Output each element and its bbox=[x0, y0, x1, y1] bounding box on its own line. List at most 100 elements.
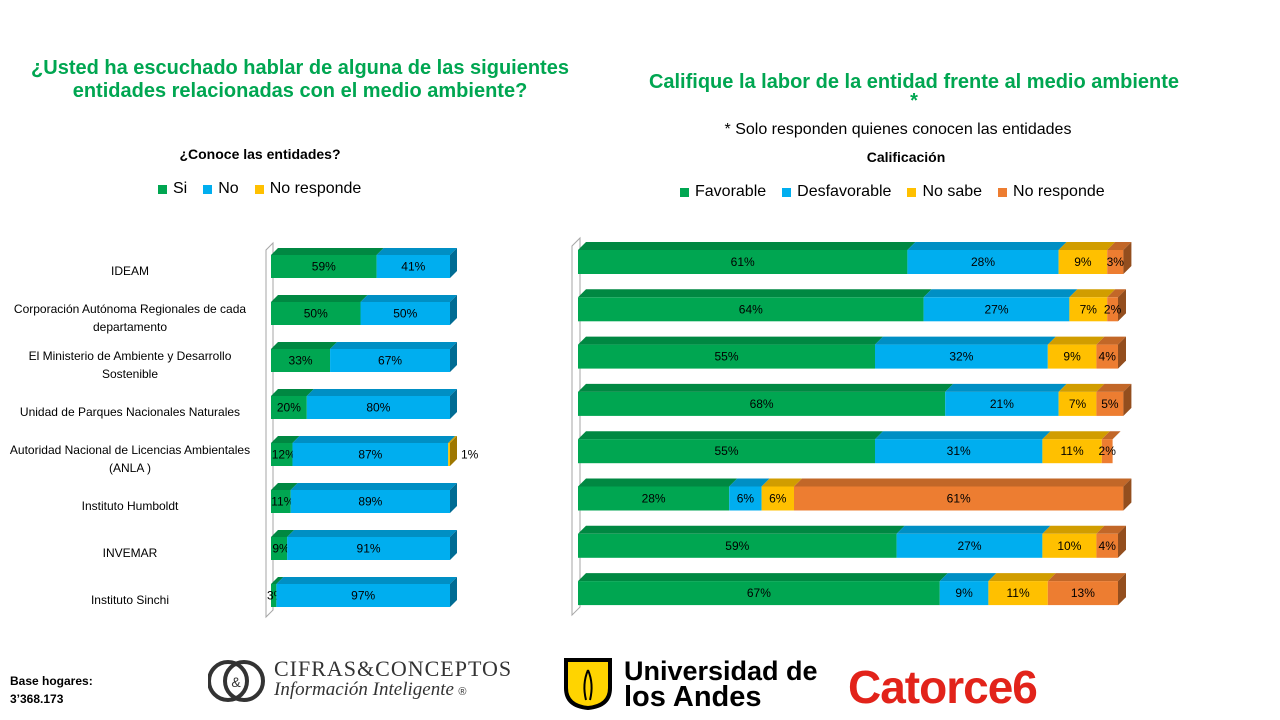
left-bar-top-8-2 bbox=[276, 577, 457, 584]
left-bar-top-2-1 bbox=[271, 295, 368, 302]
accent-stripe-green bbox=[1229, 0, 1280, 360]
left-data-label-1-2: 41% bbox=[401, 260, 425, 274]
left-chart-legend: Si No No responde bbox=[158, 180, 377, 198]
right-data-label-6-2: 6% bbox=[737, 492, 755, 506]
left-bar-top-8-1 bbox=[271, 577, 284, 584]
andes-line1: Universidad de bbox=[624, 656, 818, 686]
right-bar-1-1 bbox=[578, 250, 908, 274]
right-bar-6-4 bbox=[794, 486, 1124, 511]
right-data-label-3-1: 55% bbox=[714, 350, 738, 364]
right-bar-4-2 bbox=[945, 391, 1059, 416]
right-legend-label-2: Desfavorable bbox=[797, 183, 892, 200]
catorce6-logo: Catorce6 bbox=[848, 661, 1038, 713]
right-legend-label-3: No sabe bbox=[922, 183, 983, 200]
left-legend-label-2: No bbox=[218, 180, 239, 197]
right-bar-top-6-4 bbox=[794, 478, 1132, 487]
right-bar-2-4 bbox=[1107, 297, 1118, 322]
right-data-label-6-1: 28% bbox=[642, 492, 666, 506]
left-bar-1-2 bbox=[376, 255, 450, 278]
left-bar-top-5-1 bbox=[271, 436, 300, 443]
left-bar-top-2-2 bbox=[360, 295, 457, 302]
left-bar-side-7 bbox=[450, 530, 457, 560]
right-bar-row-8: 67% 9% 11% 13% bbox=[578, 573, 1126, 606]
right-legend-item-4: No responde bbox=[998, 183, 1105, 201]
right-legend-swatch-1 bbox=[680, 187, 689, 197]
right-chart-title: Calificación bbox=[866, 149, 946, 165]
left-bar-top-3-1 bbox=[271, 342, 338, 349]
right-data-label-5-3: 11% bbox=[1061, 444, 1084, 458]
right-bar-top-6-2 bbox=[729, 478, 770, 487]
andes-logo: Universidad de los Andes bbox=[560, 656, 830, 714]
left-data-label-3-1: 33% bbox=[289, 354, 313, 368]
category-label-1: IDEAM bbox=[110, 264, 149, 278]
left-legend-label-3: No responde bbox=[269, 180, 362, 197]
left-bar-5-3 bbox=[448, 443, 450, 466]
left-data-label-8-2: 97% bbox=[351, 589, 375, 603]
right-chart-legend: Favorable Desfavorable No sabe No responde bbox=[680, 183, 1121, 201]
left-data-label-2-1: 50% bbox=[304, 307, 328, 321]
left-title: ¿Usted ha escuchado hablar de alguna de … bbox=[31, 57, 569, 102]
left-bar-row-2: 50% 50% bbox=[271, 295, 457, 325]
right-bar-5-2 bbox=[875, 439, 1043, 464]
right-data-label-2-2: 27% bbox=[984, 302, 1008, 316]
right-bar-6-2 bbox=[729, 486, 762, 511]
right-bar-7-3 bbox=[1042, 533, 1097, 558]
left-bar-top-7-1 bbox=[271, 530, 295, 537]
right-bar-1-3 bbox=[1058, 250, 1108, 274]
right-bar-7-4 bbox=[1096, 533, 1118, 558]
right-bar-4-3 bbox=[1058, 391, 1097, 416]
right-bar-6-1 bbox=[578, 486, 730, 511]
left-bar-top-7-2 bbox=[287, 530, 457, 537]
right-bar-1-4 bbox=[1107, 250, 1124, 274]
left-data-label-2-2: 50% bbox=[393, 307, 417, 321]
left-bar-top-3-2 bbox=[330, 342, 457, 349]
right-bar-6-3 bbox=[761, 486, 794, 511]
left-bar-row-8: 3% 97% bbox=[267, 577, 457, 607]
right-data-label-4-2: 21% bbox=[990, 397, 1014, 411]
cifras-mark-symbol: & bbox=[231, 674, 241, 690]
left-bar-7-1 bbox=[271, 537, 288, 560]
left-bar-top-5-3 bbox=[448, 436, 457, 443]
right-bar-top-1-3 bbox=[1058, 242, 1116, 250]
cifras-sub: Información Inteligente bbox=[274, 679, 454, 700]
right-bar-row-1: 61% 28% 9% 3% bbox=[578, 242, 1132, 274]
left-bar-row-1: 59% 41% bbox=[271, 248, 457, 278]
right-data-label-7-4: 4% bbox=[1099, 539, 1117, 553]
left-data-label-7-2: 91% bbox=[357, 542, 381, 556]
right-data-label-3-2: 32% bbox=[949, 350, 973, 364]
right-bar-4-4 bbox=[1096, 391, 1124, 416]
left-bar-top-1-1 bbox=[271, 248, 384, 255]
right-bar-top-8-4 bbox=[1047, 573, 1126, 582]
left-bar-row-4: 20% 80% bbox=[271, 389, 457, 419]
right-bar-top-7-4 bbox=[1096, 525, 1126, 534]
left-data-label-6-1: 11% bbox=[271, 495, 294, 509]
cifras-conceptos-logo: & CIFRAS&CONCEPTOS Información Inteligen… bbox=[208, 655, 538, 707]
left-bar-6-1 bbox=[271, 490, 291, 513]
left-axis-wall bbox=[265, 241, 274, 619]
left-bar-side-5 bbox=[450, 436, 457, 466]
category-label-3: El Ministerio de Ambiente y Desarrollo S… bbox=[28, 349, 232, 381]
left-legend-label-1: Si bbox=[173, 180, 188, 197]
right-data-label-3-4: 4% bbox=[1099, 350, 1117, 364]
left-bar-side-6 bbox=[450, 483, 457, 513]
right-data-label-5-2: 31% bbox=[947, 444, 971, 458]
left-bar-5-2 bbox=[292, 443, 449, 466]
right-bar-top-8-2 bbox=[939, 573, 997, 582]
category-label-7: INVEMAR bbox=[102, 546, 158, 560]
right-bar-top-4-4 bbox=[1096, 383, 1132, 392]
right-bar-row-5: 55% 31% 11% 2% bbox=[578, 431, 1121, 464]
right-bar-side-7 bbox=[1118, 525, 1126, 558]
right-bar-top-6-3 bbox=[761, 478, 802, 487]
right-bar-top-8-3 bbox=[988, 573, 1056, 582]
right-data-label-1-3: 9% bbox=[1074, 255, 1092, 269]
right-bar-4-1 bbox=[578, 391, 946, 416]
right-bar-row-3: 55% 32% 9% 4% bbox=[578, 336, 1126, 369]
right-bar-8-3 bbox=[988, 581, 1048, 606]
category-label-5: Autoridad Nacional de Licencias Ambienta… bbox=[9, 443, 251, 475]
left-bar-side-1 bbox=[450, 248, 457, 278]
right-legend-swatch-3 bbox=[907, 187, 917, 197]
left-bar-row-3: 33% 67% bbox=[271, 342, 457, 372]
left-bar-8-1 bbox=[271, 584, 277, 607]
right-bar-top-3-3 bbox=[1047, 336, 1105, 345]
right-bar-top-4-1 bbox=[578, 383, 954, 392]
